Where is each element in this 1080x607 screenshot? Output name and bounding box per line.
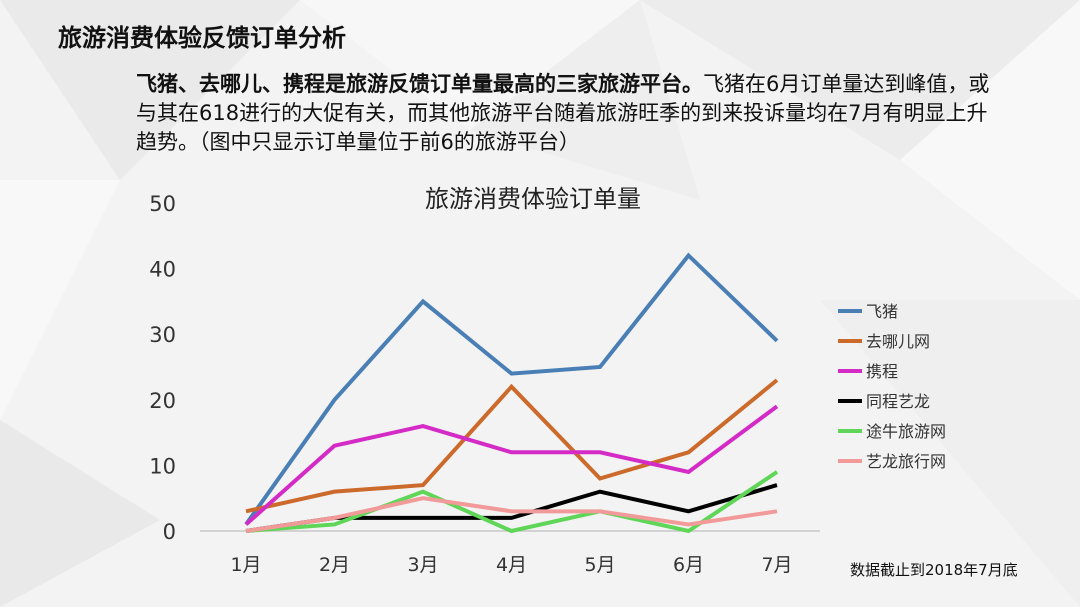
x-tick-label: 6月: [673, 554, 704, 576]
summary-text: 飞猪、去哪儿、携程是旅游反馈订单量最高的三家旅游平台。飞猪在6月订单量达到峰值，…: [136, 70, 996, 157]
y-tick-label: 30: [149, 323, 176, 347]
legend-label: 途牛旅游网: [866, 422, 946, 441]
legend-label: 去哪儿网: [866, 332, 930, 351]
summary-body: 飞猪在6月订单量达到峰值，或与其在618进行的大促有关，而其他旅游平台随着旅游旺…: [136, 72, 990, 154]
x-tick-label: 3月: [407, 554, 438, 576]
legend-label: 携程: [866, 362, 898, 381]
y-tick-label: 10: [149, 454, 176, 478]
y-tick-label: 50: [149, 192, 176, 216]
series-line-1: [244, 252, 779, 526]
x-tick-label: 5月: [584, 554, 615, 576]
footnote: 数据截止到2018年7月底: [850, 561, 1018, 579]
series-line-2: [245, 378, 779, 514]
legend-label: 同程艺龙: [866, 392, 930, 411]
y-tick-label: 0: [163, 520, 176, 544]
page-title: 旅游消费体验反馈订单分析: [58, 24, 346, 52]
y-tick-label: 40: [149, 258, 176, 282]
summary-bold: 飞猪、去哪儿、携程是旅游反馈订单量最高的三家旅游平台。: [136, 72, 703, 96]
legend-label: 艺龙旅行网: [866, 452, 946, 471]
chart-title: 旅游消费体验订单量: [425, 185, 641, 213]
y-tick-label: 20: [149, 389, 176, 413]
x-tick-label: 1月: [230, 554, 261, 576]
x-tick-label: 7月: [761, 554, 792, 576]
legend-label: 飞猪: [866, 302, 898, 321]
x-tick-label: 2月: [319, 554, 350, 576]
x-tick-label: 4月: [496, 554, 527, 576]
